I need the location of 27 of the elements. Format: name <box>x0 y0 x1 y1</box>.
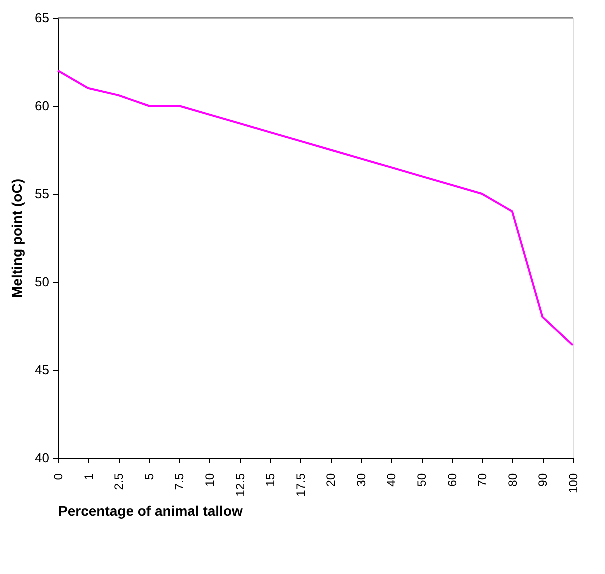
x-tick-label: 1 <box>82 473 96 480</box>
x-tick-label: 30 <box>354 473 368 487</box>
y-tick-label: 65 <box>35 10 50 26</box>
x-axis-title: Percentage of animal tallow <box>58 502 243 519</box>
x-tick-label: 5 <box>142 473 156 480</box>
x-tick-label: 20 <box>324 473 338 487</box>
x-tick-label: 50 <box>415 473 430 487</box>
y-tick-label: 55 <box>35 186 50 202</box>
x-tick-label: 40 <box>384 473 399 487</box>
x-tick-label: 17.5 <box>294 473 308 497</box>
x-tick-label: 0 <box>52 473 66 480</box>
x-tick-label: 10 <box>202 473 217 487</box>
x-tick-label: 100 <box>566 473 580 494</box>
x-tick-label: 70 <box>476 473 490 487</box>
x-tick-label: 60 <box>445 473 460 487</box>
x-tick-label: 7.5 <box>172 473 187 490</box>
y-axis-title: Melting point (oC) <box>9 179 26 298</box>
line-series <box>57 70 574 346</box>
x-tick-label: 2.5 <box>112 473 126 490</box>
y-tick-label: 45 <box>35 362 50 378</box>
x-tick-label: 12.5 <box>233 473 248 497</box>
y-tick-label: 60 <box>35 98 50 114</box>
x-tick-label: 15 <box>264 473 278 487</box>
y-tick-label: 50 <box>35 274 50 290</box>
y-tick-label: 40 <box>35 450 50 466</box>
x-tick-label: 80 <box>506 473 520 487</box>
x-tick-label: 90 <box>536 473 550 487</box>
